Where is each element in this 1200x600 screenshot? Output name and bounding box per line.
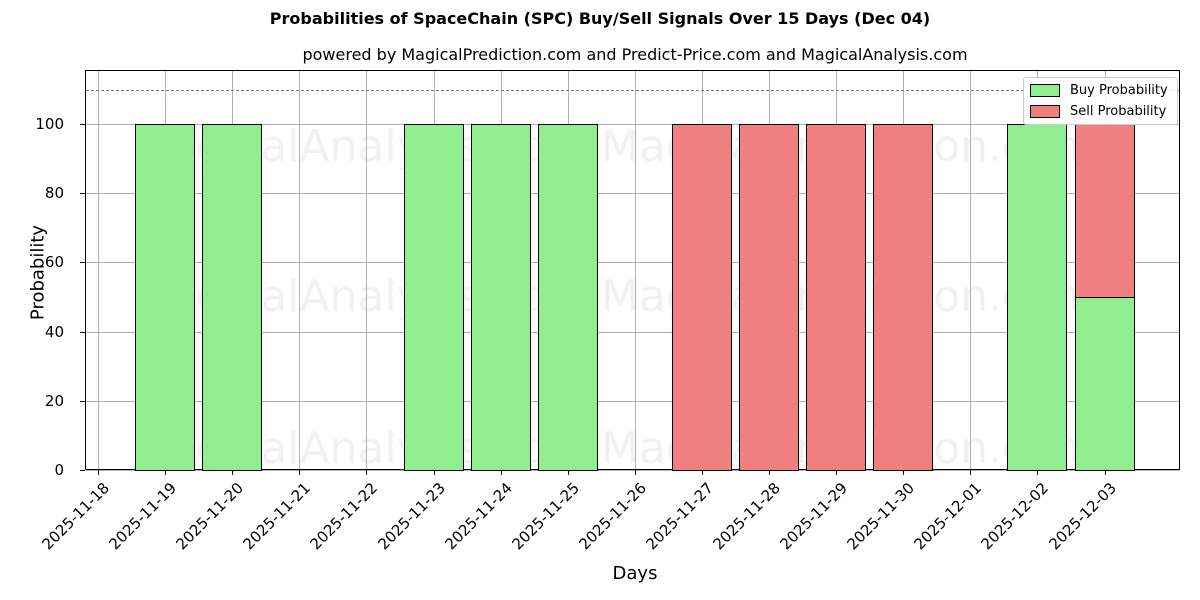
x-tick-label: 2025-11-19 bbox=[105, 479, 181, 554]
x-tick-label: 2025-11-28 bbox=[709, 479, 784, 554]
grid-line-h bbox=[86, 400, 1179, 402]
x-tick-mark bbox=[500, 470, 502, 475]
x-tick-label: 2025-12-03 bbox=[1045, 479, 1120, 554]
legend: Buy Probability Sell Probability bbox=[1023, 77, 1178, 125]
x-tick-mark bbox=[232, 470, 234, 475]
x-tick-label: 2025-11-18 bbox=[38, 479, 113, 554]
x-tick-label: 2025-11-29 bbox=[776, 479, 852, 554]
y-axis-title: Probability bbox=[27, 224, 49, 321]
x-tick-label: 2025-12-01 bbox=[910, 479, 986, 554]
y-tick-mark bbox=[80, 124, 85, 125]
grid-line-h bbox=[86, 124, 1179, 125]
y-tick-mark bbox=[80, 470, 85, 471]
x-axis-title: Days bbox=[612, 563, 658, 584]
legend-item-sell: Sell Probability bbox=[1030, 104, 1166, 119]
buy-bar bbox=[135, 124, 196, 471]
x-tick-mark bbox=[1104, 470, 1106, 475]
x-tick-mark bbox=[98, 470, 99, 475]
legend-item-buy: Buy Probability bbox=[1030, 83, 1168, 98]
x-tick-mark bbox=[165, 470, 167, 475]
legend-label-sell: Sell Probability bbox=[1070, 104, 1167, 119]
buy-bar bbox=[1007, 124, 1068, 471]
x-tick-label: 2025-11-30 bbox=[843, 479, 919, 554]
x-tick-mark bbox=[634, 470, 636, 475]
x-tick-label: 2025-11-25 bbox=[508, 479, 583, 554]
grid-line-v bbox=[299, 71, 301, 469]
grid-line-h bbox=[86, 262, 1179, 264]
buy-bar bbox=[403, 124, 464, 471]
x-tick-mark bbox=[433, 470, 435, 475]
x-tick-mark bbox=[1037, 470, 1039, 475]
x-tick-label: 2025-11-26 bbox=[575, 479, 650, 554]
x-tick-mark bbox=[299, 470, 301, 475]
y-tick-mark bbox=[80, 331, 85, 333]
chart-title: Probabilities of SpaceChain (SPC) Buy/Se… bbox=[269, 9, 931, 28]
x-tick-label: 2025-11-23 bbox=[374, 479, 449, 554]
x-tick-mark bbox=[903, 470, 905, 475]
x-tick-mark bbox=[567, 470, 569, 475]
grid-line-v bbox=[98, 71, 99, 469]
x-tick-mark bbox=[769, 470, 770, 475]
sell-bar bbox=[671, 124, 732, 471]
x-tick-label: 2025-11-24 bbox=[441, 479, 516, 554]
y-tick-mark bbox=[80, 262, 85, 264]
grid-line-v bbox=[366, 71, 368, 469]
chart-subtitle: powered by MagicalPrediction.com and Pre… bbox=[302, 45, 968, 64]
x-tick-mark bbox=[970, 470, 972, 475]
legend-label-buy: Buy Probability bbox=[1070, 83, 1168, 98]
reference-line bbox=[86, 90, 1179, 92]
grid-line-v bbox=[634, 71, 636, 469]
x-tick-mark bbox=[366, 470, 368, 475]
y-tick-mark bbox=[80, 400, 85, 402]
sell-bar bbox=[806, 124, 867, 471]
x-tick-label: 2025-11-20 bbox=[172, 479, 248, 554]
buy-bar bbox=[537, 124, 598, 471]
x-tick-label: 2025-11-22 bbox=[306, 479, 382, 554]
x-tick-label: 2025-12-02 bbox=[977, 479, 1053, 554]
sell-swatch-icon bbox=[1030, 105, 1060, 118]
grid-line-h bbox=[86, 470, 1179, 471]
plot-area: MagicalAnalysis.comMagicalPrediction.com… bbox=[85, 70, 1180, 474]
grid-line-v bbox=[970, 71, 972, 469]
y-tick-mark bbox=[80, 193, 85, 195]
sell-bar bbox=[739, 124, 799, 471]
sell-bar bbox=[873, 124, 934, 471]
buy-bar bbox=[202, 124, 263, 471]
grid-line-h bbox=[86, 331, 1179, 333]
buy-bar bbox=[1074, 297, 1135, 471]
sell-bar bbox=[1074, 124, 1135, 298]
x-tick-mark bbox=[701, 470, 703, 475]
grid-line-h bbox=[86, 193, 1179, 195]
x-tick-mark bbox=[836, 470, 838, 475]
x-tick-label: 2025-11-21 bbox=[239, 479, 315, 554]
x-tick-label: 2025-11-27 bbox=[642, 479, 717, 554]
buy-bar bbox=[470, 124, 531, 471]
buy-swatch-icon bbox=[1030, 84, 1060, 97]
